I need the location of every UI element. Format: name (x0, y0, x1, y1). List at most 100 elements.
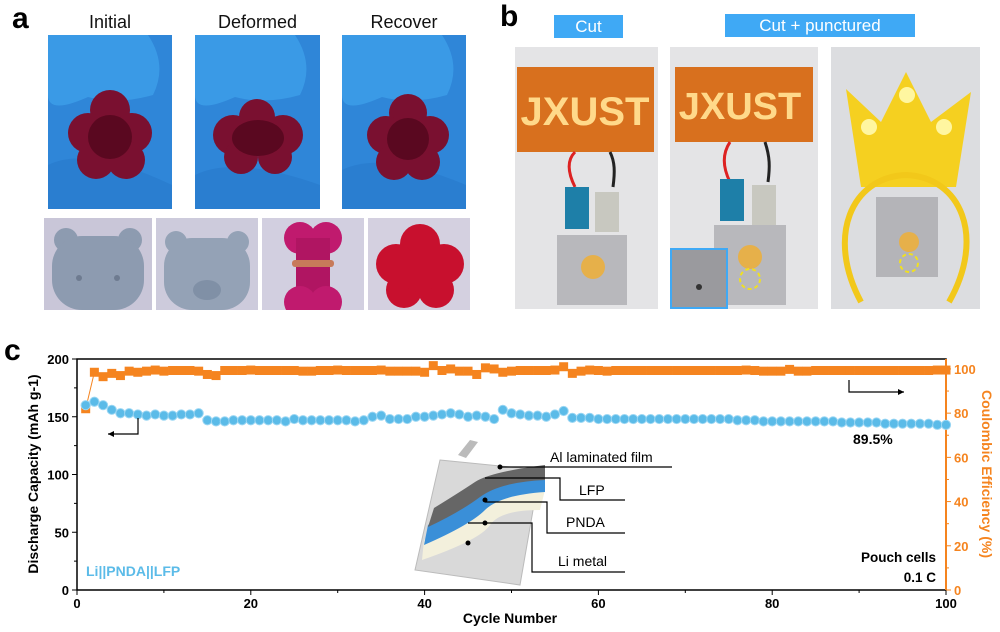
capacity-point (306, 415, 317, 426)
capacity-point (827, 416, 839, 427)
efficiency-point (254, 365, 264, 375)
stage-deformed-label: Deformed (217, 12, 298, 32)
efficiency-point (446, 364, 456, 374)
condition-pouch-cells: Pouch cells (861, 550, 936, 565)
y-tick-label-right: 80 (954, 406, 968, 421)
capacity-point (862, 417, 873, 428)
capacity-point (245, 415, 256, 426)
capacity-point (723, 413, 734, 425)
capacity-point (280, 416, 291, 427)
panel-c-label: c (4, 334, 21, 367)
pouch-cell-inset: Al laminated film LFP PNDA Li metal (414, 440, 672, 586)
capacity-point (628, 413, 639, 425)
capacity-point (914, 418, 926, 429)
x-tick-label: 80 (765, 596, 779, 611)
x-tick-label: 40 (417, 596, 431, 611)
photo-crown-headband (831, 47, 980, 309)
capacity-point (202, 415, 213, 426)
efficiency-point (333, 365, 343, 375)
capacity-point (106, 404, 117, 415)
y-tick-label-left: 0 (62, 583, 69, 598)
efficiency-point (593, 365, 603, 375)
efficiency-point (350, 365, 360, 375)
efficiency-point (385, 366, 395, 376)
capacity-point (549, 409, 561, 420)
capacity-point (793, 416, 804, 427)
efficiency-point (176, 365, 186, 375)
efficiency-point (463, 366, 473, 376)
efficiency-point (672, 365, 682, 375)
capacity-point (714, 413, 726, 425)
efficiency-point (220, 365, 230, 375)
capacity-point (462, 411, 474, 422)
capacity-point (193, 408, 204, 419)
efficiency-point (359, 365, 369, 375)
capacity-point (680, 413, 691, 425)
capacity-point (836, 417, 847, 428)
efficiency-point (619, 365, 629, 375)
panel-a-label: a (12, 2, 29, 35)
capacity-point (393, 413, 404, 425)
efficiency-point (663, 365, 673, 375)
capacity-point (819, 416, 830, 427)
capacity-point (349, 416, 361, 427)
capacity-point (150, 409, 161, 420)
efficiency-point (785, 364, 795, 374)
efficiency-point (411, 366, 421, 376)
capacity-point (601, 413, 613, 425)
photo-bear-gel-1 (44, 218, 152, 310)
efficiency-point (515, 365, 525, 375)
efficiency-point (898, 365, 908, 375)
photo-flower-recover (342, 35, 466, 209)
efficiency-point (211, 371, 221, 381)
capacity-point (454, 409, 465, 420)
efficiency-point (376, 365, 386, 375)
efficiency-point (541, 365, 551, 375)
efficiency-point (706, 365, 716, 375)
efficiency-point (341, 365, 351, 375)
efficiency-point (802, 366, 812, 376)
capacity-point (445, 408, 456, 419)
efficiency-point (654, 365, 664, 375)
capacity-point (671, 413, 682, 425)
efficiency-point (741, 365, 751, 375)
efficiency-point (168, 365, 178, 375)
capacity-point (219, 416, 230, 427)
capacity-point (584, 412, 595, 424)
capacity-point (515, 409, 526, 420)
efficiency-point (750, 365, 760, 375)
retention-annotation: 89.5% (853, 431, 893, 447)
capacity-point (749, 415, 760, 426)
capacity-point (141, 410, 152, 421)
stage-recover-label: Recover (370, 12, 438, 32)
efficiency-point (437, 365, 447, 375)
inset-label-al-film: Al laminated film (550, 449, 653, 465)
capacity-point (167, 410, 178, 421)
efficiency-point (776, 366, 786, 376)
inset-label-lfp: LFP (579, 482, 605, 498)
capacity-point (767, 416, 778, 427)
photo-flower-deformed (195, 35, 320, 209)
efficiency-point (89, 367, 99, 377)
capacity-point (541, 411, 552, 422)
photo-bone-gel (262, 218, 364, 310)
capacity-point (184, 409, 196, 420)
panel-b-label: b (500, 0, 519, 33)
efficiency-point (98, 372, 108, 382)
x-tick-label: 20 (244, 596, 258, 611)
efficiency-point (107, 368, 117, 378)
capacity-point (315, 415, 326, 426)
efficiency-point (585, 365, 595, 375)
capacity-point (436, 409, 448, 420)
arrow-right-axis (848, 380, 904, 393)
efficiency-point (142, 366, 152, 376)
capacity-point (758, 416, 769, 427)
capacity-point (471, 410, 482, 421)
efficiency-point (932, 365, 942, 375)
capacity-point (480, 411, 491, 422)
x-axis-label: Cycle Number (463, 610, 558, 626)
capacity-point (940, 419, 952, 430)
capacity-point (845, 417, 856, 428)
efficiency-point (576, 366, 586, 376)
leader-li-metal (468, 522, 625, 573)
